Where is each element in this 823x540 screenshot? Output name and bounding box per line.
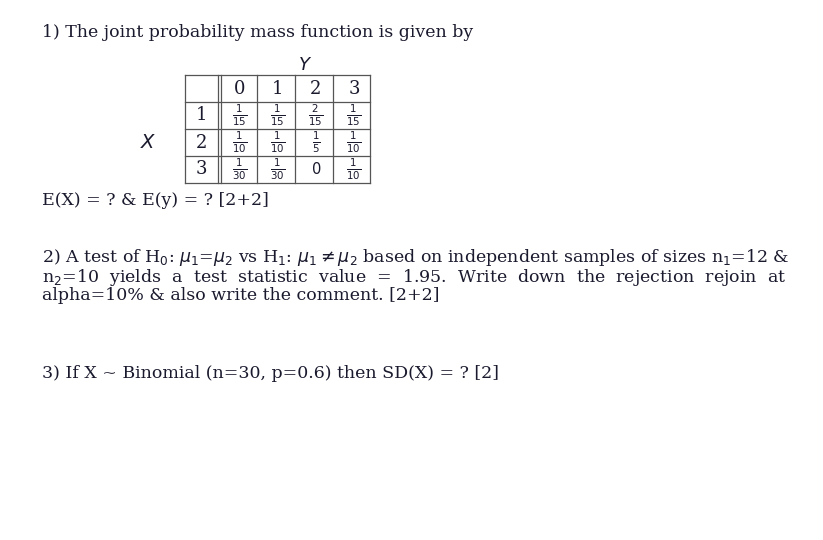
Text: 2: 2 xyxy=(310,79,322,98)
Text: 3: 3 xyxy=(196,160,207,179)
Text: $\frac{1}{15}$: $\frac{1}{15}$ xyxy=(271,103,286,128)
Text: 2: 2 xyxy=(196,133,207,152)
Text: $\frac{1}{10}$: $\frac{1}{10}$ xyxy=(271,130,286,155)
Text: $0$: $0$ xyxy=(311,161,321,178)
Text: $\frac{1}{15}$: $\frac{1}{15}$ xyxy=(232,103,248,128)
Text: 3) If X ~ Binomial (n=30, p=0.6) then SD(X) = ? [2]: 3) If X ~ Binomial (n=30, p=0.6) then SD… xyxy=(42,365,499,382)
Text: 2) A test of H$_0$: $\mu_1$=$\mu_2$ vs H$_1$: $\mu_1$$\neq$$\mu_2$ based on inde: 2) A test of H$_0$: $\mu_1$=$\mu_2$ vs H… xyxy=(42,247,789,268)
Text: $\mathit{Y}$: $\mathit{Y}$ xyxy=(298,56,312,74)
Text: 1) The joint probability mass function is given by: 1) The joint probability mass function i… xyxy=(42,24,473,41)
Text: $\mathit{X}$: $\mathit{X}$ xyxy=(140,133,156,152)
Text: E(X) = ? & E(y) = ? [2+2]: E(X) = ? & E(y) = ? [2+2] xyxy=(42,192,269,209)
Text: 0: 0 xyxy=(235,79,246,98)
Text: 3: 3 xyxy=(348,79,360,98)
Text: $\frac{1}{10}$: $\frac{1}{10}$ xyxy=(346,157,361,182)
Text: n$_2$=10  yields  a  test  statistic  value  =  1.95.  Write  down  the  rejecti: n$_2$=10 yields a test statistic value =… xyxy=(42,267,786,288)
Text: $\frac{1}{5}$: $\frac{1}{5}$ xyxy=(312,130,320,155)
Text: $\frac{2}{15}$: $\frac{2}{15}$ xyxy=(309,103,323,128)
Text: $\frac{1}{30}$: $\frac{1}{30}$ xyxy=(232,157,248,182)
Text: $\frac{1}{15}$: $\frac{1}{15}$ xyxy=(346,103,361,128)
Text: $\frac{1}{10}$: $\frac{1}{10}$ xyxy=(346,130,361,155)
Text: $\frac{1}{10}$: $\frac{1}{10}$ xyxy=(232,130,248,155)
Text: $\frac{1}{30}$: $\frac{1}{30}$ xyxy=(271,157,286,182)
Text: 1: 1 xyxy=(196,106,207,125)
Text: alpha=10% & also write the comment. [2+2]: alpha=10% & also write the comment. [2+2… xyxy=(42,287,439,304)
Text: 1: 1 xyxy=(272,79,284,98)
